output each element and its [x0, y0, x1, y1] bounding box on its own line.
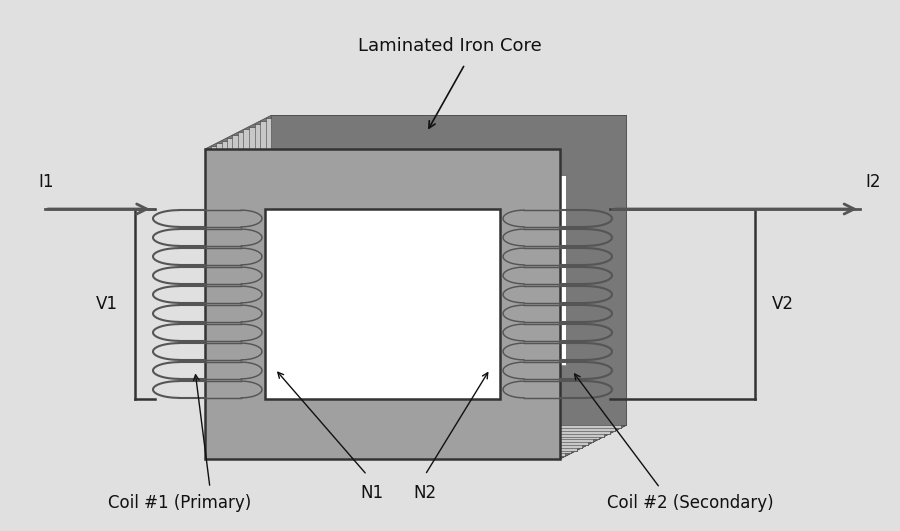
Polygon shape: [227, 138, 582, 448]
Text: Coil #1 (Primary): Coil #1 (Primary): [108, 494, 252, 512]
Polygon shape: [287, 198, 522, 388]
Polygon shape: [271, 206, 506, 396]
Polygon shape: [271, 115, 626, 425]
Text: V2: V2: [772, 295, 794, 313]
Text: V1: V1: [96, 295, 118, 313]
Polygon shape: [216, 143, 571, 453]
Polygon shape: [265, 209, 500, 399]
Polygon shape: [560, 115, 626, 459]
Text: Laminated Iron Core: Laminated Iron Core: [358, 37, 542, 55]
Polygon shape: [320, 181, 555, 371]
Polygon shape: [238, 132, 593, 442]
Text: N2: N2: [413, 484, 436, 502]
Text: Coil #2 (Secondary): Coil #2 (Secondary): [607, 494, 773, 512]
Polygon shape: [309, 186, 544, 376]
Polygon shape: [205, 425, 626, 459]
Polygon shape: [205, 149, 560, 459]
Polygon shape: [221, 141, 577, 451]
Polygon shape: [232, 135, 588, 445]
Text: I1: I1: [38, 173, 53, 191]
Polygon shape: [205, 149, 560, 459]
Polygon shape: [266, 118, 620, 428]
Polygon shape: [249, 126, 604, 436]
Polygon shape: [244, 130, 598, 439]
Polygon shape: [314, 184, 550, 374]
Polygon shape: [298, 192, 533, 382]
Text: N1: N1: [360, 484, 383, 502]
Polygon shape: [331, 175, 566, 365]
Polygon shape: [292, 195, 527, 385]
Polygon shape: [211, 146, 565, 456]
Polygon shape: [303, 190, 538, 380]
Polygon shape: [276, 203, 511, 393]
Polygon shape: [282, 201, 517, 391]
Polygon shape: [326, 178, 561, 368]
Polygon shape: [260, 121, 615, 431]
Polygon shape: [255, 124, 609, 434]
Polygon shape: [265, 209, 500, 399]
Polygon shape: [205, 115, 626, 149]
Text: I2: I2: [865, 173, 880, 191]
